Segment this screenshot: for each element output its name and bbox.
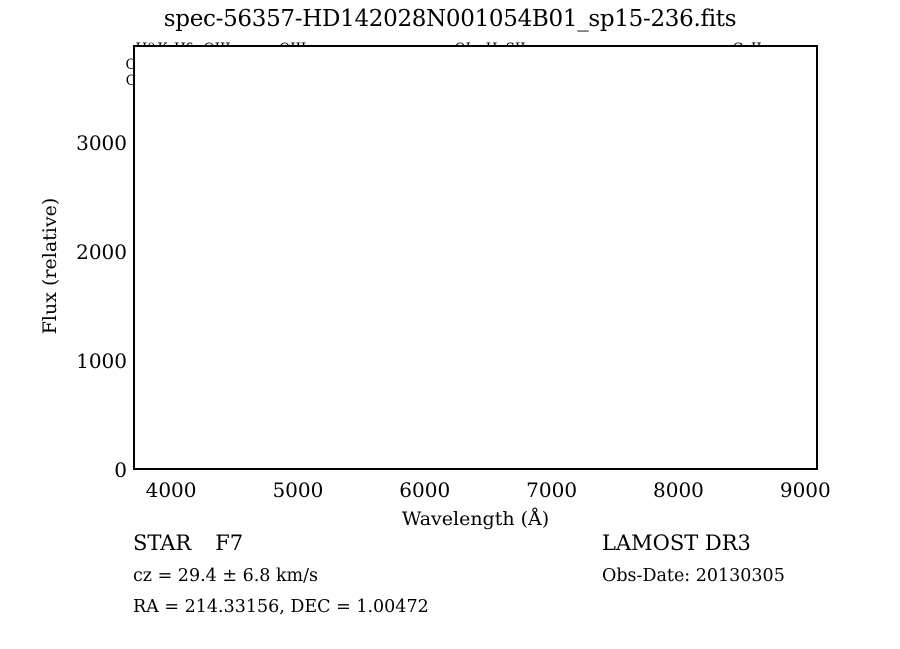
x-tick-label: 5000 (272, 478, 324, 502)
y-axis-ticks: 0 1000 2000 3000 (55, 45, 127, 482)
cz-value: cz = 29.4 ± 6.8 km/s (133, 566, 319, 586)
y-tick-label: 0 (114, 458, 127, 482)
metadata-right: LAMOST DR3 Obs-Date: 20130305 (602, 531, 892, 597)
x-tick-label: 7000 (526, 478, 578, 502)
spectral-class: F7 (215, 531, 244, 555)
y-tick-label: 2000 (76, 240, 127, 265)
x-axis-label: Wavelength (Å) (401, 508, 550, 530)
y-tick-label: 1000 (76, 349, 127, 374)
obs-date: Obs-Date: 20130305 (602, 566, 785, 586)
x-axis-ticks: 4000 5000 6000 7000 8000 9000 (133, 478, 831, 508)
y-axis-label: Flux (relative) (39, 197, 61, 335)
metadata-left: STAR F7 cz = 29.4 ± 6.8 km/s RA = 214.331… (133, 531, 593, 628)
x-tick-label: 4000 (145, 478, 197, 502)
plot-frame (133, 45, 818, 470)
x-tick-label: 8000 (653, 478, 704, 502)
x-tick-label: 6000 (399, 478, 451, 502)
coordinates-value: RA = 214.33156, DEC = 1.00472 (133, 597, 429, 617)
x-tick-label: 9000 (779, 478, 831, 502)
y-tick-label: 3000 (76, 131, 127, 156)
object-type: STAR (133, 531, 192, 555)
plot-title: spec-56357-HD142028N001054B01_sp15-236.f… (163, 6, 737, 32)
survey-name: LAMOST DR3 (602, 531, 751, 555)
object-type-row: STAR F7 (133, 531, 593, 555)
